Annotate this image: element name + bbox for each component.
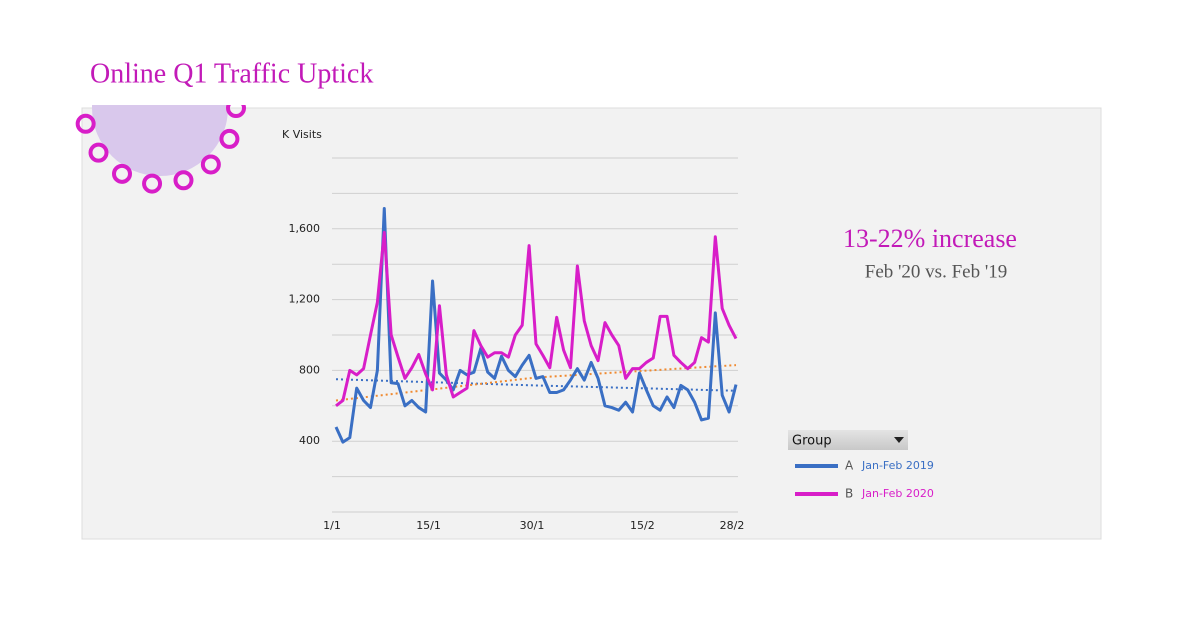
virus-bump <box>226 105 246 118</box>
x-tick-label: 28/2 <box>720 519 745 532</box>
x-tick-label: 30/1 <box>520 519 545 532</box>
x-tick-label: 1/1 <box>323 519 341 532</box>
y-axis-label: K Visits <box>282 128 322 141</box>
legend-label: Jan-Feb 2020 <box>861 487 934 500</box>
x-tick-label: 15/2 <box>630 519 655 532</box>
virus-icon <box>75 24 246 194</box>
dropdown-arrow <box>894 437 904 443</box>
virus-bump <box>75 113 96 134</box>
virus-bump <box>88 142 109 163</box>
virus-bump <box>112 163 132 184</box>
series-line <box>335 230 738 407</box>
trendline <box>335 378 737 392</box>
y-tick-label: 400 <box>299 434 320 447</box>
series-line <box>334 206 738 444</box>
legend-key: A <box>845 459 854 473</box>
virus-bump <box>200 154 221 175</box>
page-title: Online Q1 Traffic Uptick <box>90 58 373 89</box>
legend-dropdown[interactable] <box>788 430 908 450</box>
y-tick-label: 1,600 <box>289 222 321 235</box>
legend-key: B <box>845 487 853 501</box>
y-tick-label: 800 <box>299 363 320 376</box>
x-tick-label: 15/1 <box>416 519 441 532</box>
virus-bump <box>203 44 219 60</box>
virus-bump <box>219 128 240 149</box>
virus-bump <box>142 173 163 194</box>
virus-bump <box>114 34 130 50</box>
annotation: 13-22% increase <box>843 224 1017 253</box>
virus-bump <box>144 24 160 40</box>
panel <box>81 107 1102 540</box>
legend-title: Group <box>792 434 832 449</box>
virus-bump <box>173 170 194 191</box>
legend-label: Jan-Feb 2019 <box>861 459 934 472</box>
y-tick-label: 1,200 <box>289 293 321 306</box>
virus-bump <box>175 28 191 44</box>
annotation: Feb '20 vs. Feb '19 <box>865 261 1008 282</box>
